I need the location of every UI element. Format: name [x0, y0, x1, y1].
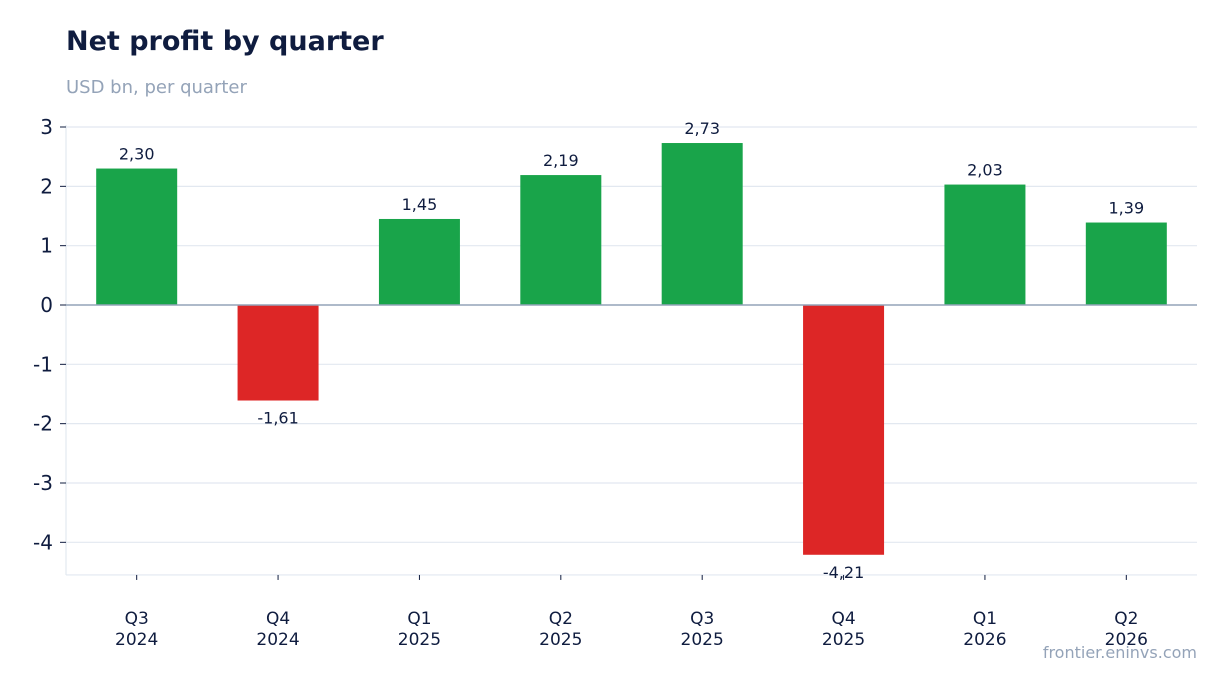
x-axis: Q3 2024 Q4 2024 Q1 2025 Q2 2025 Q3 2025 Q4 2025 Q1 20…: [115, 574, 1148, 650]
source-credit: frontier.eninvs.com: [1042, 643, 1197, 662]
grid-lines: [65, 125, 1197, 576]
y-tick-label: -3: [33, 471, 53, 495]
y-tick-label: -4: [33, 530, 53, 554]
value-label: 2,73: [684, 119, 720, 138]
x-tick-label: Q1 2026: [963, 609, 1006, 650]
bar-q4-2024: [237, 305, 319, 401]
value-label: 2,03: [967, 161, 1003, 180]
value-label: 1,45: [402, 195, 438, 214]
x-tick-label: Q4 2025: [822, 609, 865, 650]
value-label: 1,39: [1109, 199, 1145, 218]
x-tick-label: Q3 2024: [115, 609, 158, 650]
y-axis: 3 2 1 0 -1 -2 -3 -4: [33, 115, 66, 554]
bar-q1-2025: [378, 218, 460, 305]
x-tick-label: Q1 2025: [398, 609, 441, 650]
bar-q3-2025: [661, 143, 743, 305]
bar-q2-2026: [1085, 222, 1167, 305]
value-label: -4,21: [823, 563, 864, 582]
y-tick-label: 3: [40, 115, 53, 139]
x-tick-label: Q2 2026: [1105, 609, 1148, 650]
x-tick-label: Q2 2025: [539, 609, 582, 650]
y-tick-label: 0: [40, 293, 53, 317]
x-tick-label: Q3 2025: [681, 609, 724, 650]
value-label: 2,30: [119, 145, 155, 164]
bars: [66, 143, 1197, 555]
y-tick-label: -1: [33, 352, 53, 376]
x-tick-label: Q4 2024: [256, 609, 299, 650]
y-tick-label: -2: [33, 412, 53, 436]
chart-title: Net profit by quarter: [66, 26, 384, 57]
bar-q2-2025: [520, 175, 602, 305]
bar-q3-2024: [96, 168, 178, 305]
y-tick-label: 1: [40, 234, 53, 258]
data-labels: 2,30 -1,61 1,45 2,19 2,73 -4,21 2,03 1,39: [119, 119, 1144, 582]
bar-q1-2026: [944, 184, 1026, 305]
value-label: 2,19: [543, 151, 579, 170]
bar-q4-2025: [803, 305, 885, 555]
y-tick-label: 2: [40, 174, 53, 198]
value-label: -1,61: [257, 409, 298, 428]
chart-subtitle: USD bn, per quarter: [66, 77, 247, 98]
